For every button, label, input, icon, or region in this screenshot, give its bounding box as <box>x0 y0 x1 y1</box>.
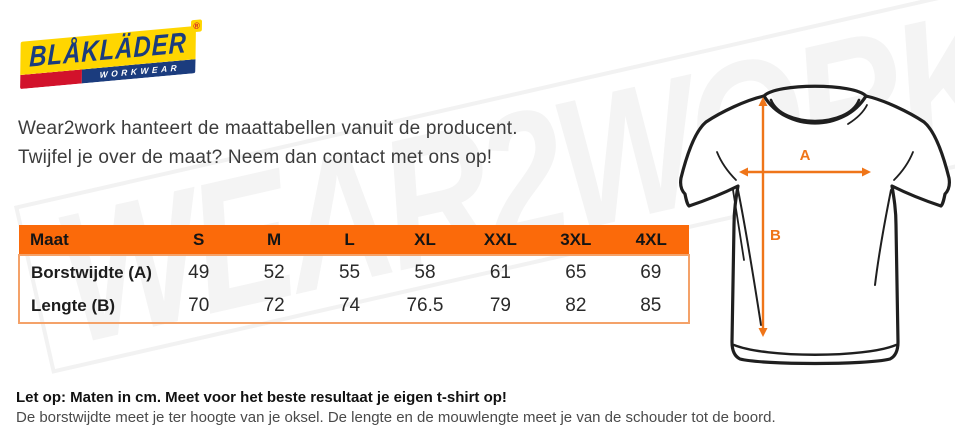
row-label-borstwijdte: Borstwijdte (A) <box>31 262 152 282</box>
header-size-s: S <box>161 225 237 255</box>
footnote-bold-line: Let op: Maten in cm. Meet voor het beste… <box>16 389 507 406</box>
measure-b-arrow: B <box>758 97 781 337</box>
intro-line-1: Wear2work hanteert de maattabellen vanui… <box>18 118 518 139</box>
intro-paragraph: Wear2work hanteert de maattabellen vanui… <box>18 114 518 172</box>
measure-b-label: B <box>770 227 781 244</box>
header-maat: Maat <box>19 225 161 255</box>
chest-xxl: 61 <box>489 261 511 283</box>
blaklader-logo: BLÅKLÄDER ® WORKWEAR <box>20 19 203 90</box>
header-size-4xl: 4XL <box>613 225 689 255</box>
header-size-xl: XL <box>387 225 463 255</box>
chest-xl: 58 <box>414 261 436 283</box>
tshirt-diagram: A B <box>676 80 955 380</box>
size-table: Maat S M L XL XXL 3XL 4XL Borstwijdte (A… <box>18 225 690 324</box>
footnote: Let op: Maten in cm. Meet voor het beste… <box>16 389 776 426</box>
registered-trademark-icon: ® <box>191 19 203 33</box>
length-s: 70 <box>188 294 210 316</box>
header-size-m: M <box>236 225 312 255</box>
header-size-3xl: 3XL <box>538 225 614 255</box>
table-row-length: Lengte (B) 70 72 74 76.5 79 82 85 <box>19 289 689 323</box>
table-row-chest: Borstwijdte (A) 49 52 55 58 61 65 69 <box>19 255 689 289</box>
chest-s: 49 <box>188 261 210 283</box>
header-size-xxl: XXL <box>462 225 539 255</box>
length-3xl: 82 <box>565 294 587 316</box>
header-size-l: L <box>311 225 388 255</box>
chest-3xl: 65 <box>565 261 587 283</box>
length-xxl: 79 <box>489 294 511 316</box>
chest-4xl: 69 <box>640 261 662 283</box>
length-m: 72 <box>263 294 285 316</box>
intro-line-2: Twijfel je over de maat? Neem dan contac… <box>18 147 493 168</box>
size-table-header: Maat S M L XL XXL 3XL 4XL <box>19 225 689 255</box>
length-4xl: 85 <box>640 294 662 316</box>
footnote-sub-line: De borstwijdte meet je ter hoogte van je… <box>16 409 776 426</box>
length-xl: 76.5 <box>406 294 444 316</box>
measure-a-label: A <box>800 147 811 164</box>
chest-l: 55 <box>338 261 361 283</box>
chest-m: 52 <box>263 261 285 283</box>
row-label-lengte: Lengte (B) <box>31 295 116 315</box>
tshirt-drawing-icon: A B <box>679 84 951 366</box>
length-l: 74 <box>338 294 361 316</box>
